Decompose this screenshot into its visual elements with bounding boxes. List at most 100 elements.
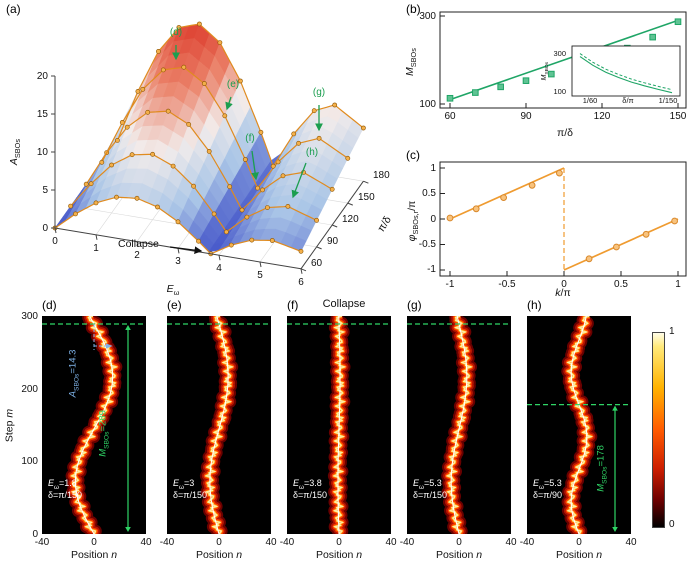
pos-tick: -40	[519, 537, 535, 548]
data-point	[242, 157, 248, 162]
z-tick: 20	[36, 71, 48, 82]
data-point	[264, 205, 270, 210]
x-tick: 4	[216, 263, 222, 274]
e-omega-label: Eω=3.8	[293, 478, 322, 493]
data-point	[109, 162, 114, 168]
x-tick: 2	[134, 250, 140, 261]
y-axis-subscript: SBOs,r	[411, 210, 421, 235]
data-point	[296, 140, 301, 146]
callout-arrow-h	[291, 162, 307, 199]
e-omega-label: Eω=5.3	[413, 478, 442, 493]
y-tick: 60	[311, 258, 323, 269]
arrow-head	[612, 405, 618, 411]
data-point	[140, 86, 146, 92]
pos-tick: 0	[456, 537, 462, 548]
data-marker	[674, 18, 682, 26]
callout-label-e: (e)	[226, 79, 240, 90]
y-tick: 100	[419, 99, 436, 110]
data-point	[239, 207, 245, 213]
pos-tick: 0	[91, 537, 97, 548]
data-point	[332, 102, 338, 108]
x-tick: 1	[93, 243, 99, 254]
x-tick: 0	[52, 236, 58, 247]
x-tick-mark	[300, 268, 303, 274]
trajectory-core	[204, 316, 235, 534]
y-axis-subscript: SBOs	[409, 48, 419, 68]
data-marker	[671, 217, 679, 225]
inset-x-axis-label: δ/π	[622, 96, 634, 105]
data-point	[99, 159, 105, 165]
surface-patch	[54, 212, 71, 229]
e-symbol: E	[533, 478, 540, 488]
inset-y-axis-label: MSBOs	[539, 56, 553, 86]
inset-x-tick: 1/150	[658, 96, 678, 105]
pos-tick: 40	[625, 537, 637, 548]
y-tick-mark	[363, 180, 369, 184]
arrow-head	[612, 527, 618, 532]
pos-axis-label: Position n	[527, 550, 631, 561]
heatmap-panel-e: (e) Eω=3 δ=π/150 -40 0 40 Position n	[160, 296, 277, 570]
y-axis-symbol: M	[403, 67, 416, 77]
plot-frame	[439, 161, 687, 277]
m-subscript: SBOs	[103, 431, 111, 449]
inset-frame	[571, 45, 681, 97]
data-point	[291, 131, 297, 137]
inset-y-axis-symbol: M	[540, 74, 548, 81]
x-axis-label: k/π	[543, 288, 583, 299]
fit-sine-curve	[209, 316, 229, 534]
a-sbos-annotation: ASBOs=14.3	[68, 341, 83, 405]
trajectory-core	[565, 316, 594, 534]
phase-plot-content	[439, 161, 687, 277]
step-tick: 300	[21, 311, 38, 322]
data-point	[329, 186, 335, 192]
phase-line	[563, 218, 679, 271]
arrow-head	[125, 324, 131, 330]
x-tick-mark	[177, 248, 180, 254]
colorbar-min-label: 0	[669, 519, 675, 530]
data-point	[165, 108, 171, 114]
pos-tick: 0	[336, 537, 342, 548]
pos-axis-text: Position	[195, 549, 237, 561]
data-point	[160, 67, 166, 73]
step-tick: 200	[21, 384, 38, 395]
panel-c-tag: (c)	[406, 148, 420, 162]
data-marker	[642, 230, 650, 238]
y-tick: 0.5	[422, 188, 436, 199]
data-point	[155, 204, 160, 210]
heatmap-canvas	[527, 316, 631, 534]
data-point	[93, 200, 99, 206]
y-tick: 120	[342, 214, 359, 225]
z-axis-symbol: A	[7, 158, 20, 166]
pos-tick: -40	[279, 537, 295, 548]
x-tick: 90	[520, 111, 532, 122]
data-point	[191, 183, 196, 189]
e-symbol: E	[48, 478, 55, 488]
pos-tick: 40	[505, 537, 517, 548]
y-tick-mark	[300, 268, 307, 272]
step-tick: 0	[32, 529, 38, 540]
data-point	[228, 242, 234, 248]
pos-axis-symbol: n	[596, 549, 603, 561]
pos-tick: 0	[216, 537, 222, 548]
x-tick: 0.5	[614, 279, 628, 290]
x-tick-mark	[259, 261, 262, 268]
delta-label: δ=π/150	[293, 490, 327, 500]
step-axis-text: Step	[3, 417, 16, 443]
pos-axis-text: Position	[555, 549, 597, 561]
panel-f-tag: (f)	[287, 298, 299, 312]
y-tick-mark	[332, 224, 338, 228]
z-axis-subscript: SBOs	[13, 138, 23, 159]
heatmap-canvas	[167, 316, 271, 534]
data-point	[314, 217, 319, 223]
y-axis-label: MSBOs	[403, 42, 419, 82]
delta-label: δ=π/150	[413, 490, 447, 500]
pos-axis-label: Position n	[42, 550, 146, 561]
m-sbos-annotation: MSBOs=289	[98, 398, 113, 468]
data-marker	[522, 77, 530, 84]
step-axis-label: Step m	[3, 404, 16, 448]
panel-e-tag: (e)	[167, 298, 182, 312]
panel-d-tag: (d)	[42, 298, 57, 312]
data-marker	[649, 33, 656, 41]
colorbar	[652, 332, 665, 528]
